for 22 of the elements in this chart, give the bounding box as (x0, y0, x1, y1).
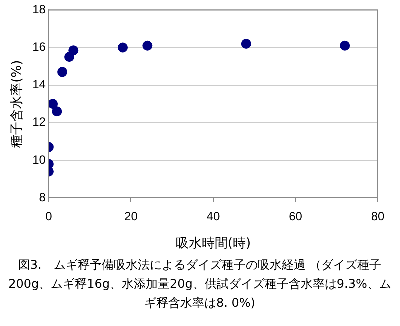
x-tick-label: 80 (371, 210, 385, 224)
point (58, 67, 68, 78)
y-tick-label: 8 (39, 190, 46, 204)
point (118, 42, 128, 53)
y-tick-label: 14 (32, 78, 46, 92)
point (340, 40, 350, 51)
x-tick-label: 20 (124, 210, 138, 224)
x-tick-label: 0 (46, 210, 53, 224)
x-tick-label: 40 (206, 210, 220, 224)
point (52, 106, 62, 117)
point (68, 46, 79, 56)
x-axis-title: 吸水時間(時) (176, 236, 252, 252)
point (142, 40, 153, 51)
y-tick-label: 10 (32, 152, 46, 167)
y-tick-label: 16 (32, 40, 46, 54)
caption: 図3. ムギ稃予備吸水法によるダイズ種子の吸水経過 （ダイズ種子200g、ムギ稃16g、水添加量20g、供試ダイズ種子含水率は9.3%、ムギ稃含水率は8. 0%) (8, 257, 392, 312)
x-tick-label: 60 (289, 210, 303, 224)
point (241, 39, 252, 50)
point (48, 99, 58, 110)
y-axis-title: 種子含水率(%) (9, 60, 26, 148)
y-tick-label: 12 (32, 115, 46, 130)
y-tick-label: 18 (32, 2, 46, 17)
